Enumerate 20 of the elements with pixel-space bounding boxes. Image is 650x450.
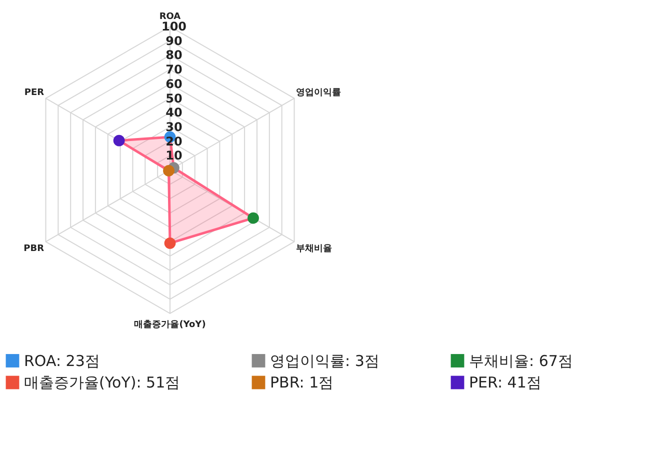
y-tick-label: 80: [166, 48, 182, 62]
text: 매출증가율(YoY): 51점: [24, 374, 180, 392]
y-tick-label: 70: [166, 62, 182, 77]
y-tick-label: 100: [161, 20, 187, 34]
text: PER: 41점: [469, 374, 542, 392]
spoke-label: 부채비율: [296, 244, 332, 254]
y-tick-label: 40: [166, 106, 182, 120]
spoke-label: 영업이익률: [296, 88, 341, 98]
text: 부채비율: 67점: [469, 352, 573, 370]
y-tick-label: 30: [166, 120, 182, 134]
text: ROA: 23점: [24, 352, 100, 370]
text: PBR: 1점: [270, 374, 334, 392]
text: 영업이익률: 3점: [270, 352, 380, 370]
y-tick-label: 60: [166, 76, 182, 91]
spoke-label: PBR: [24, 244, 44, 254]
spoke-label: PER: [24, 88, 44, 98]
spoke-label: ROA: [159, 12, 181, 22]
y-tick-label: 50: [166, 91, 182, 106]
spoke-label: 매출증가율(YoY): [134, 319, 206, 330]
y-tick-label: 90: [166, 34, 182, 48]
